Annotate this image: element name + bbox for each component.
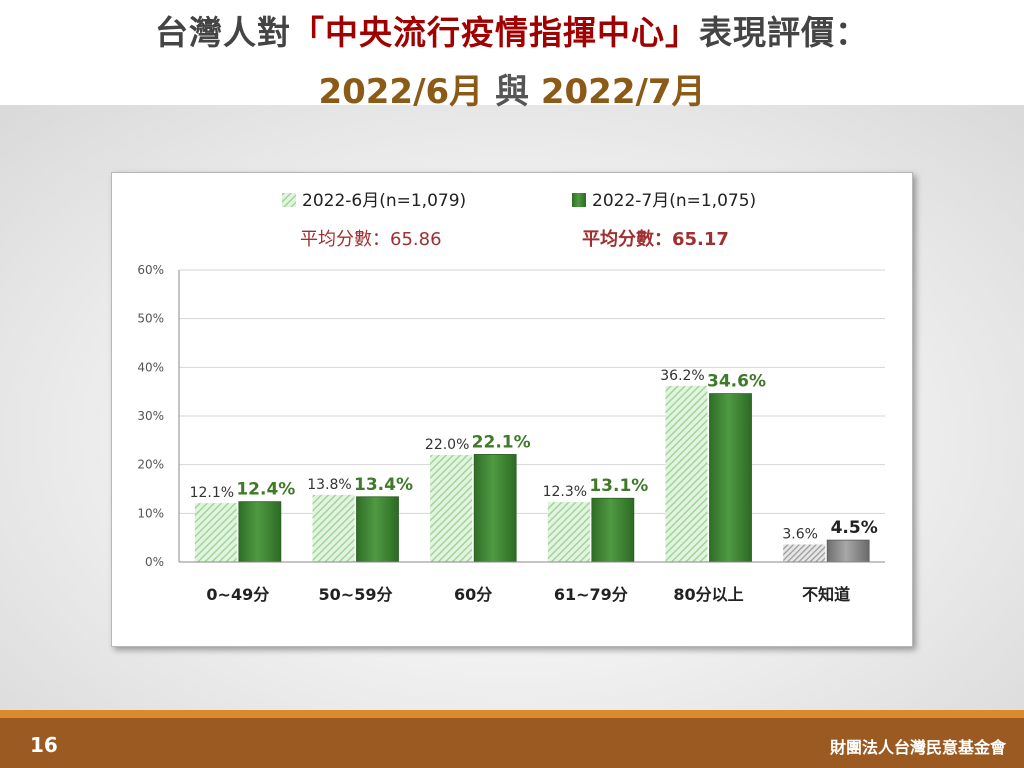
title-suffix: 表現評價： <box>699 13 869 52</box>
y-tick-label: 30% <box>137 409 164 423</box>
slide-title-line2: 2022/6月 與 2022/7月 <box>0 64 1024 113</box>
y-tick-label: 60% <box>137 263 164 277</box>
category-label: 80分以上 <box>673 585 743 604</box>
legend-swatch-june <box>282 193 296 207</box>
value-label-june: 36.2% <box>660 368 704 384</box>
bar-june <box>194 503 237 562</box>
legend-label-june: 2022-6月(n=1,079) <box>302 191 466 211</box>
value-label-july: 22.1% <box>472 432 531 452</box>
value-label-june: 3.6% <box>782 526 818 542</box>
value-label-june: 13.8% <box>307 477 351 493</box>
value-label-june: 22.0% <box>425 437 469 453</box>
grid <box>179 269 885 514</box>
bar-june <box>665 385 708 562</box>
bar-june <box>430 454 473 562</box>
average-score-june: 平均分數：65.86 <box>300 229 442 250</box>
footer-accent-stripe <box>0 710 1024 718</box>
value-label-july: 13.1% <box>589 476 648 496</box>
category-label: 0~49分 <box>206 585 269 604</box>
value-labels: 12.1% 12.4% 13.8% 13.4% 22.0% 22.1% 12.3% 13.1%… <box>190 368 878 543</box>
value-label-june: 12.3% <box>543 484 587 500</box>
bar-june <box>783 544 826 562</box>
bar-july <box>826 539 870 563</box>
bar-july <box>238 501 282 563</box>
bar-july <box>709 393 752 563</box>
y-tick-label: 0% <box>145 555 164 569</box>
bar-july <box>473 454 517 563</box>
category-label: 61~79分 <box>554 585 628 604</box>
bar-chart: 2022-6月(n=1,079) 2022-7月(n=1,075) 平均分數：6… <box>137 191 885 604</box>
category-label: 不知道 <box>802 585 850 604</box>
bar-july <box>356 496 399 563</box>
y-tick-label: 40% <box>137 360 164 374</box>
title-highlight: 「中央流行疫情指揮中心」 <box>291 13 699 52</box>
y-tick-label: 20% <box>137 458 164 472</box>
category-label: 60分 <box>454 585 492 604</box>
legend-swatch-july <box>572 193 586 207</box>
category-label: 50~59分 <box>319 585 393 604</box>
value-label-july: 34.6% <box>707 372 766 392</box>
bar-july <box>591 497 635 563</box>
value-label-july: 12.4% <box>236 480 295 500</box>
page-number: 16 <box>30 733 58 757</box>
chart-panel: 2022-6月(n=1,079) 2022-7月(n=1,075) 平均分數：6… <box>111 172 913 647</box>
y-tick-label: 10% <box>137 506 164 520</box>
organization-name: 財團法人台灣民意基金會 <box>829 738 1006 757</box>
category-labels: 0~49分 50~59分 60分 61~79分 80分以上 不知道 <box>206 585 850 604</box>
value-label-july: 4.5% <box>831 518 878 538</box>
legend-label-july: 2022-7月(n=1,075) <box>592 191 756 211</box>
title-prefix: 台灣人對 <box>155 13 291 52</box>
bars <box>194 385 870 563</box>
title-period-b: 2022/7月 <box>540 72 706 112</box>
y-axis-ticks: 0% 10% 20% 30% 40% 50% 60% <box>137 263 164 569</box>
title-joiner: 與 <box>495 72 529 112</box>
title-period-a: 2022/6月 <box>318 72 484 112</box>
value-label-july: 13.4% <box>354 475 413 495</box>
average-score-july: 平均分數：65.17 <box>582 228 729 250</box>
y-tick-label: 50% <box>137 312 164 326</box>
slide-title-line1: 台灣人對「中央流行疫情指揮中心」表現評價： <box>0 6 1024 54</box>
footer-bar: 16 財團法人台灣民意基金會 <box>0 718 1024 768</box>
bar-june <box>312 494 355 562</box>
value-label-june: 12.1% <box>190 485 234 501</box>
bar-june <box>547 502 590 562</box>
